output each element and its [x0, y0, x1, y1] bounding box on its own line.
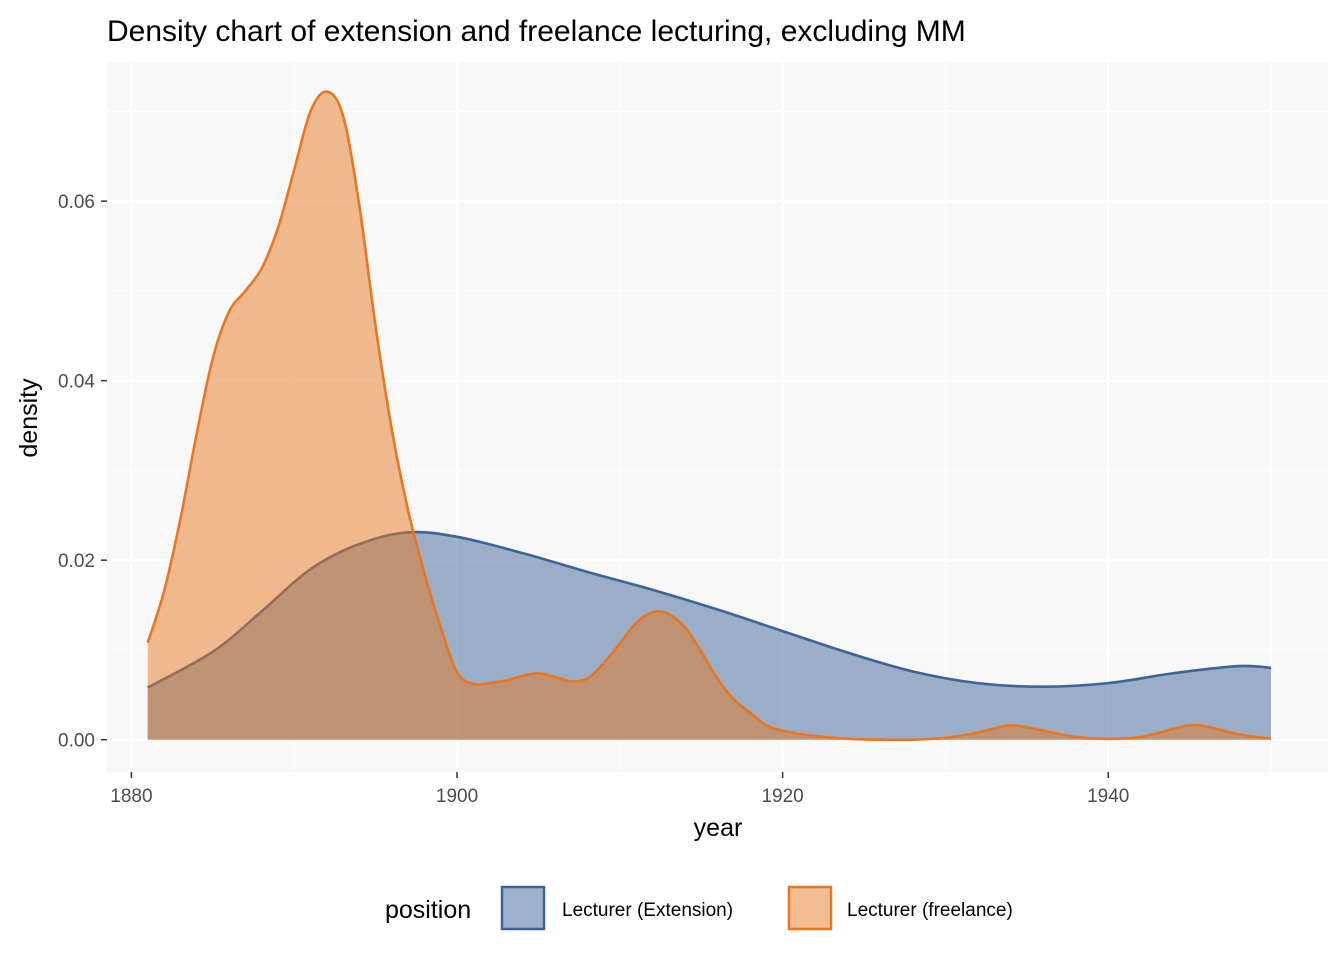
density-areas	[146, 90, 1272, 742]
chart-title: Density chart of extension and freelance…	[107, 15, 966, 48]
x-tick-label: 1880	[110, 786, 152, 807]
x-tick-label: 1900	[436, 786, 478, 807]
x-axis: 1880 1900 1920 1940	[110, 772, 1129, 807]
y-tick-label: 0.02	[58, 551, 95, 572]
x-axis-title: year	[694, 814, 743, 842]
legend-key-extension	[500, 885, 546, 931]
y-tick-label: 0.00	[58, 731, 95, 752]
y-tick-label: 0.06	[58, 192, 95, 213]
legend-label-freelance: Lecturer (freelance)	[847, 900, 1013, 921]
y-axis-title: density	[15, 378, 43, 458]
legend-title: position	[385, 896, 471, 924]
legend: position Lecturer (Extension) Lecturer (…	[385, 885, 1013, 931]
y-axis: 0.00 0.02 0.04 0.06	[58, 192, 107, 752]
density-line-freelance	[146, 90, 1272, 742]
density-area-freelance	[147, 91, 1272, 740]
y-tick-label: 0.04	[58, 372, 95, 393]
legend-label-extension: Lecturer (Extension)	[562, 900, 733, 921]
legend-key-freelance	[787, 885, 833, 931]
x-tick-label: 1940	[1087, 786, 1129, 807]
x-tick-label: 1920	[761, 786, 803, 807]
